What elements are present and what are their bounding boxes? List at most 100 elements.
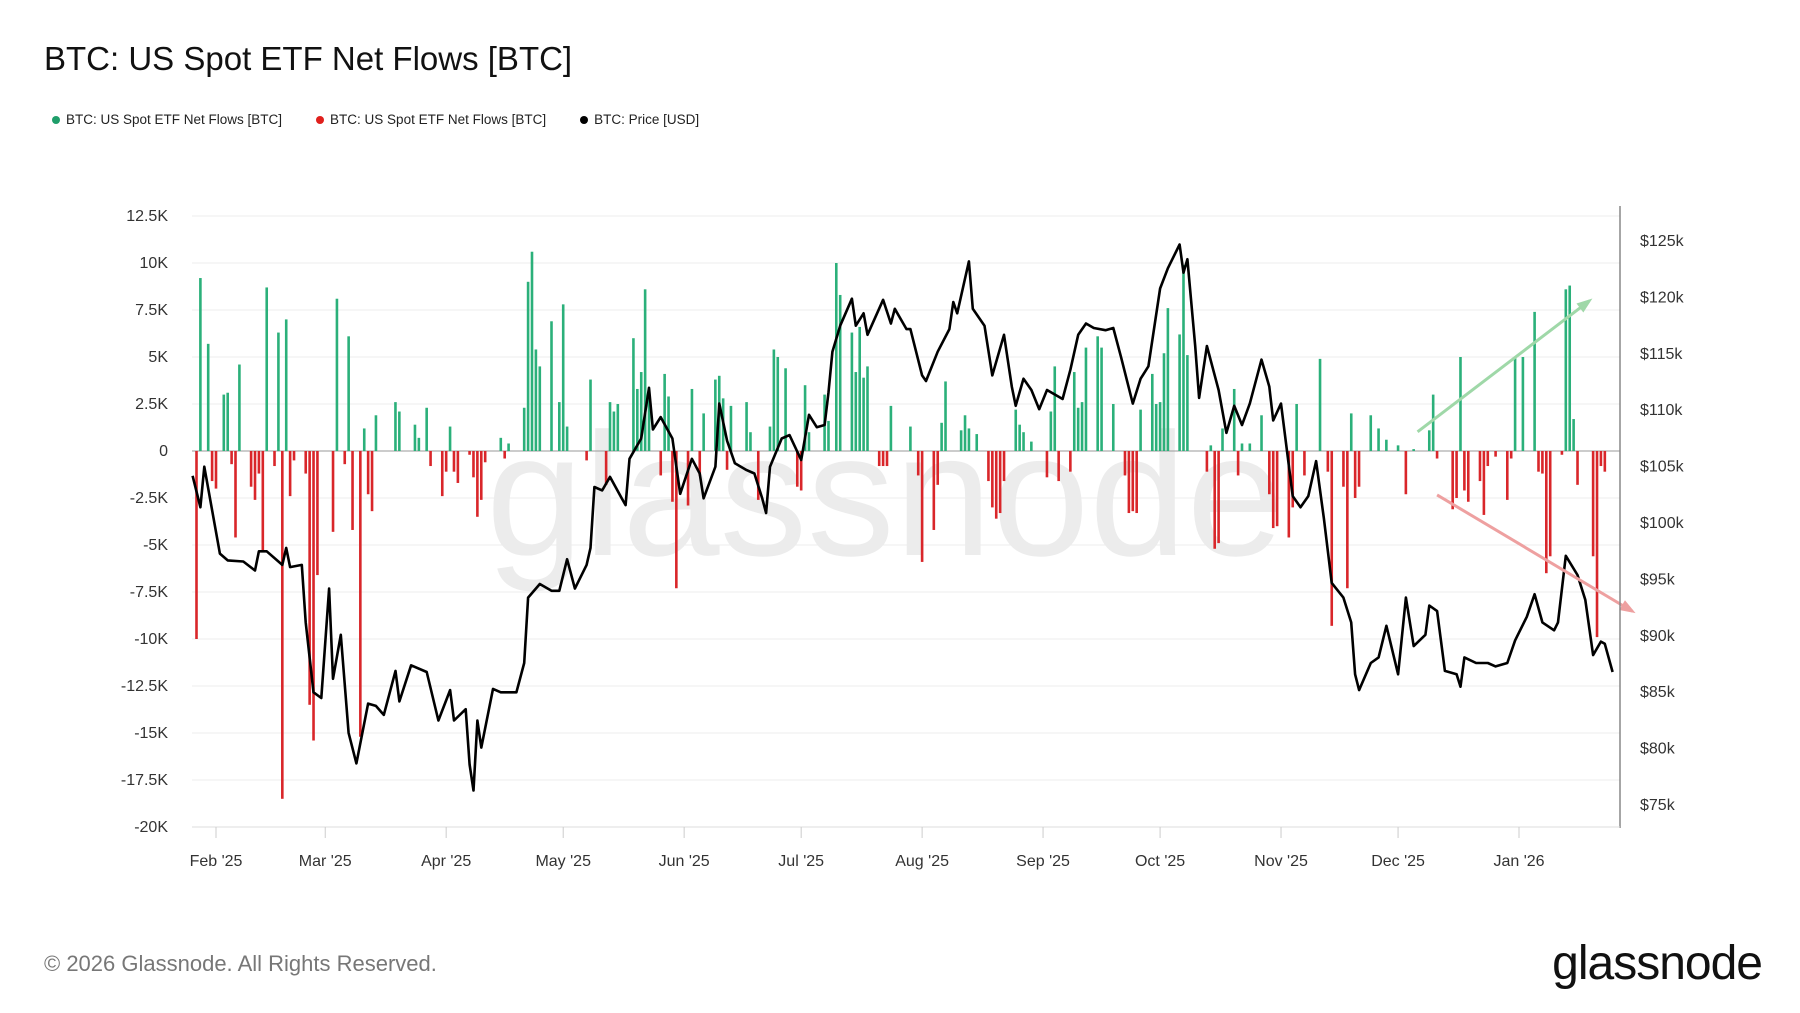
x-tick-label: Apr '25: [421, 853, 471, 870]
inflow-bar: [1139, 409, 1142, 451]
outflow-bar: [1482, 451, 1486, 515]
outflow-bar: [308, 451, 311, 705]
outflow-bar: [1537, 451, 1540, 472]
inflow-bar: [858, 326, 861, 451]
outflow-bar: [1127, 451, 1131, 514]
outflow-bar: [877, 451, 881, 467]
inflow-bar: [265, 287, 269, 451]
inflow-bar: [1053, 366, 1057, 451]
inflow-bar: [1385, 439, 1388, 451]
inflow-bar: [550, 321, 553, 451]
outflow-bar: [288, 451, 292, 497]
inflow-bar: [612, 411, 616, 451]
outflow-bar: [671, 451, 674, 502]
outflow-bar: [1599, 451, 1603, 467]
legend-item-outflows[interactable]: BTC: US Spot ETF Net Flows [BTC]: [316, 112, 546, 127]
trend-up-arrow: [1416, 299, 1591, 433]
outflow-bar: [1466, 451, 1470, 502]
outflow-bar: [998, 451, 1002, 514]
outflow-bar: [230, 451, 233, 465]
outflow-bar: [698, 451, 702, 476]
y-right-tick-label: $75k: [1640, 797, 1676, 814]
inflow-bar: [967, 428, 971, 451]
outflow-bar: [1455, 451, 1458, 498]
outflow-bar: [987, 451, 990, 482]
outflow-bar: [1548, 451, 1552, 557]
inflow-bar: [1154, 404, 1158, 451]
inflow-bar: [398, 411, 401, 451]
outflow-bar: [312, 451, 315, 741]
legend-dot-black-icon: [580, 115, 589, 124]
outflow-bar: [1213, 451, 1217, 549]
inflow-bar: [222, 394, 226, 451]
legend-item-price[interactable]: BTC: Price [USD]: [580, 112, 699, 127]
inflow-bar: [702, 413, 705, 451]
inflow-bar: [643, 289, 647, 451]
inflow-bar: [226, 392, 230, 451]
outflow-bar: [1135, 451, 1138, 514]
inflow-bar: [1111, 404, 1115, 451]
inflow-bar: [374, 415, 378, 451]
outflow-bar: [1326, 451, 1330, 472]
legend-item-inflows[interactable]: BTC: US Spot ETF Net Flows [BTC]: [52, 112, 282, 127]
inflow-bar: [206, 343, 210, 451]
arrowhead-icon: [1619, 600, 1636, 614]
outflow-bar: [440, 451, 444, 497]
inflow-bar: [1318, 358, 1322, 451]
y-left-tick-label: 0: [159, 443, 168, 460]
inflow-bar: [1080, 402, 1084, 451]
axes: 12.5K 10K 7.5K 5K 2.5K 0 -2.5K -5K -7.5K -10K -12.…: [121, 206, 1685, 870]
inflow-bar: [499, 437, 503, 451]
x-tick-label: Jan '26: [1493, 853, 1544, 870]
outflow-bar: [1002, 451, 1006, 482]
inflow-bar: [1533, 311, 1536, 451]
inflow-bar: [1158, 402, 1162, 451]
outflow-bar: [1045, 451, 1049, 478]
y-left-tick-label: 2.5K: [135, 396, 168, 413]
outflow-bar: [885, 451, 889, 467]
y-left-tick-label: 5K: [148, 349, 168, 366]
glassnode-logo[interactable]: glassnode: [1552, 937, 1763, 990]
inflow-bar: [1240, 443, 1244, 451]
inflow-bar: [690, 388, 694, 451]
inflow-bar: [776, 357, 780, 451]
outflow-bar: [1494, 451, 1497, 457]
outflow-bar: [1463, 451, 1466, 491]
outflow-bar: [1275, 451, 1279, 527]
x-tick-label: Aug '25: [895, 853, 949, 870]
outflow-bar: [1505, 451, 1509, 500]
inflow-bar: [749, 432, 752, 451]
outflow-bar: [1353, 451, 1357, 498]
inflow-bar: [1295, 404, 1298, 451]
outflow-bar: [1357, 451, 1361, 487]
inflow-bar: [522, 407, 526, 451]
annotations: [1416, 298, 1636, 614]
inflow-bar: [647, 398, 651, 451]
inflow-bar: [940, 422, 943, 451]
legend-dot-red-icon: [316, 115, 325, 124]
inflow-bar: [1260, 415, 1263, 451]
outflow-bar: [210, 451, 214, 482]
inflow-bar: [1049, 411, 1053, 451]
price-line-path: [191, 243, 1614, 792]
x-tick-label: Oct '25: [1135, 853, 1185, 870]
outflow-bar: [604, 451, 608, 485]
outflow-bar: [503, 451, 506, 459]
y-left-tick-label: 7.5K: [135, 302, 168, 319]
inflow-bar: [1221, 428, 1224, 451]
inflow-bar: [1162, 353, 1166, 451]
outflow-bar: [1303, 451, 1306, 476]
inflow-bar: [448, 426, 452, 451]
outflow-bar: [795, 451, 799, 487]
inflow-bar: [729, 405, 733, 451]
inflow-bar: [1178, 334, 1181, 451]
outflow-bar: [483, 451, 487, 463]
inflow-bar: [909, 426, 912, 451]
y-left-tick-label: -5K: [143, 537, 168, 554]
outflow-bar: [1069, 451, 1072, 472]
outflow-bar: [1342, 451, 1345, 487]
inflow-bar: [959, 430, 963, 451]
y-right-tick-label: $110k: [1640, 402, 1683, 419]
inflow-bar: [1186, 355, 1189, 451]
inflow-bar: [850, 332, 854, 451]
